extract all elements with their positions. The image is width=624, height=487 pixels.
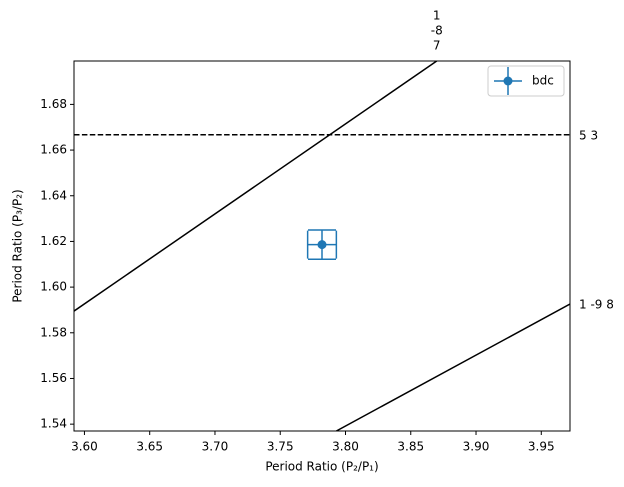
x-tick-label: 3.90 bbox=[463, 440, 490, 454]
y-tick-label: 1.66 bbox=[40, 143, 67, 157]
resonance-label: 5 3 bbox=[579, 128, 598, 142]
x-tick-label: 3.85 bbox=[397, 440, 424, 454]
y-tick-label: 1.68 bbox=[40, 97, 67, 111]
legend-swatch bbox=[503, 76, 513, 86]
x-tick-label: 3.70 bbox=[202, 440, 229, 454]
x-tick-label: 3.65 bbox=[136, 440, 163, 454]
y-tick-label: 1.56 bbox=[40, 371, 67, 385]
y-axis-label: Period Ratio (P₃/P₂) bbox=[11, 189, 25, 302]
y-tick-label: 1.64 bbox=[40, 188, 67, 202]
legend-box bbox=[487, 65, 565, 97]
x-axis-label: Period Ratio (P₂/P₁) bbox=[265, 460, 378, 474]
y-tick-label: 1.62 bbox=[40, 234, 67, 248]
plot-frame bbox=[73, 60, 571, 432]
resonance-label: -8 bbox=[431, 24, 443, 38]
point bbox=[317, 240, 327, 250]
resonance-label: 7 bbox=[433, 39, 441, 53]
resonance-label: 1 bbox=[433, 9, 441, 23]
x-tick-label: 3.60 bbox=[71, 440, 98, 454]
resonance-label: 1 -9 8 bbox=[579, 298, 614, 312]
resonance-line bbox=[335, 303, 570, 431]
legend-label: bdc bbox=[532, 74, 554, 88]
y-tick-label: 1.58 bbox=[40, 325, 67, 339]
resonance-line bbox=[74, 61, 438, 312]
x-tick-label: 3.80 bbox=[332, 440, 359, 454]
x-tick-label: 3.75 bbox=[267, 440, 294, 454]
y-tick-label: 1.54 bbox=[40, 417, 67, 431]
y-tick-label: 1.60 bbox=[40, 280, 67, 294]
x-tick-label: 3.95 bbox=[528, 440, 555, 454]
